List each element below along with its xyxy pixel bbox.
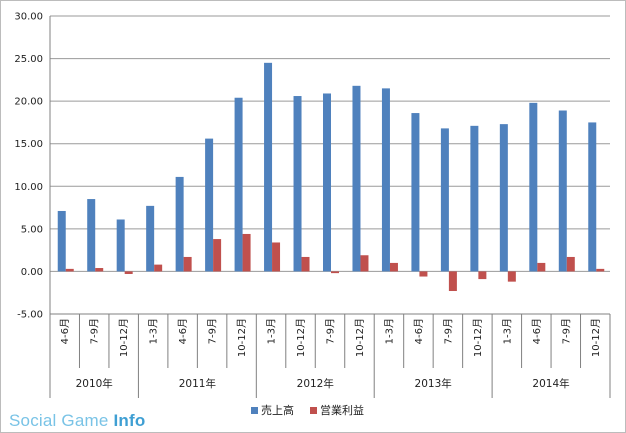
bar-operating-profit <box>301 256 310 272</box>
legend-label: 営業利益 <box>320 403 364 417</box>
year-label: 2014年 <box>532 377 569 390</box>
bar-sales <box>87 199 96 272</box>
bar-operating-profit <box>596 268 605 272</box>
bar-operating-profit <box>448 271 457 292</box>
bar-operating-profit <box>124 271 133 274</box>
year-label: 2013年 <box>415 377 452 390</box>
y-tick-label: 5.00 <box>21 224 43 235</box>
bar-sales <box>234 97 243 272</box>
legend-swatch <box>310 407 317 414</box>
x-tick-label: 10-12月 <box>590 318 602 357</box>
x-tick-label: 1-3月 <box>266 318 278 344</box>
watermark-bold-text: Info <box>113 411 146 430</box>
x-tick-label: 7-9月 <box>89 318 101 344</box>
bar-sales <box>57 210 66 272</box>
bar-operating-profit <box>95 268 104 272</box>
bar-operating-profit <box>507 271 516 282</box>
bar-sales <box>146 205 155 272</box>
watermark-logo: Social Game Info <box>9 411 145 431</box>
bar-sales <box>116 219 125 272</box>
bar-sales <box>323 93 331 272</box>
x-tick-label: 7-9月 <box>207 318 219 344</box>
y-tick-label: 0.00 <box>21 267 43 278</box>
bar-sales <box>470 125 479 272</box>
bar-sales <box>293 96 302 272</box>
bar-operating-profit <box>242 233 251 272</box>
y-tick-label: 30.00 <box>14 12 43 23</box>
y-tick-label: 15.00 <box>14 139 43 150</box>
y-tick-label: 25.00 <box>14 54 43 65</box>
bar-operating-profit <box>213 239 222 272</box>
bar-sales <box>558 110 567 272</box>
bar-operating-profit <box>566 256 575 272</box>
x-tick-label: 4-6月 <box>531 318 543 344</box>
bar-operating-profit <box>331 271 339 274</box>
bar-sales <box>411 113 420 272</box>
bar-sales <box>352 85 361 272</box>
bar-sales <box>264 62 273 272</box>
x-tick-label: 4-6月 <box>59 318 71 344</box>
x-tick-label: 1-3月 <box>501 318 513 344</box>
x-tick-label: 10-12月 <box>236 318 248 357</box>
bar-sales <box>588 122 597 272</box>
y-tick-label: 10.00 <box>14 182 43 193</box>
bar-sales <box>529 102 538 272</box>
x-tick-label: 10-12月 <box>295 318 307 357</box>
bar-operating-profit <box>537 262 546 272</box>
bar-operating-profit <box>389 262 398 272</box>
bar-operating-profit <box>154 264 163 272</box>
legend-swatch <box>251 407 258 414</box>
year-label: 2012年 <box>297 377 334 390</box>
bar-operating-profit <box>419 271 428 277</box>
year-label: 2011年 <box>179 377 216 390</box>
year-label: 2010年 <box>76 377 113 390</box>
x-tick-label: 7-9月 <box>442 318 454 344</box>
bar-operating-profit <box>65 268 74 272</box>
bar-operating-profit <box>360 255 369 272</box>
watermark-text: Social Game <box>9 411 114 430</box>
y-tick-label: 20.00 <box>14 97 43 108</box>
x-tick-label: 10-12月 <box>354 318 366 357</box>
x-tick-label: 4-6月 <box>413 318 425 344</box>
x-tick-label: 10-12月 <box>472 318 484 357</box>
x-tick-label: 10-12月 <box>118 318 130 357</box>
bar-sales <box>175 176 184 272</box>
x-tick-label: 4-6月 <box>177 318 189 344</box>
x-tick-label: 7-9月 <box>325 318 337 344</box>
x-tick-label: 1-3月 <box>148 318 160 344</box>
bar-sales <box>499 124 508 272</box>
bar-operating-profit <box>183 256 192 272</box>
y-tick-label: -5.00 <box>17 310 43 321</box>
bar-operating-profit <box>478 271 487 280</box>
x-tick-label: 7-9月 <box>560 318 572 344</box>
bar-operating-profit <box>272 242 281 272</box>
bar-sales <box>381 88 390 272</box>
x-tick-label: 1-3月 <box>383 318 395 344</box>
bar-sales <box>205 138 214 272</box>
bar-sales <box>440 128 449 272</box>
legend-label: 売上高 <box>261 403 294 417</box>
